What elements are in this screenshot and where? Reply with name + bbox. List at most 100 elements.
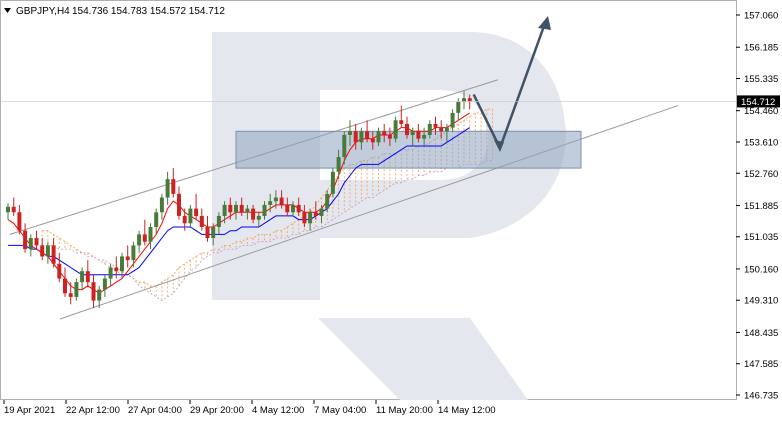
candle-body [353, 131, 358, 143]
candle [262, 201, 267, 220]
candle-body [319, 208, 324, 216]
kijun-line [8, 127, 470, 276]
candle-body [382, 131, 387, 135]
candle-body [108, 267, 113, 279]
candle [285, 197, 290, 216]
candle-body [57, 263, 62, 279]
y-tick-label: 157.060 [744, 11, 778, 22]
candle-body [228, 204, 233, 213]
candle [216, 212, 221, 235]
candle [74, 278, 79, 301]
candle [194, 193, 199, 220]
candle [353, 123, 358, 150]
candle [63, 267, 67, 297]
candle-body [308, 212, 313, 224]
candle [142, 219, 147, 246]
candle-body [348, 131, 352, 135]
candle-body [199, 215, 204, 227]
candle [17, 204, 22, 235]
candle-body [137, 234, 142, 246]
up-arrow-shaft [498, 25, 546, 149]
candle-body [433, 123, 438, 128]
y-tick-label: 151.885 [744, 201, 778, 212]
candle-body [467, 98, 472, 102]
candle-body [40, 245, 45, 257]
candle [456, 98, 461, 121]
candle [296, 197, 301, 216]
candle [177, 186, 181, 220]
candle [228, 197, 233, 220]
candle-body [63, 278, 67, 294]
candle-body [194, 208, 199, 216]
candle-body [313, 212, 318, 216]
candle-body [456, 101, 461, 113]
candle [325, 190, 330, 213]
candle [211, 223, 216, 246]
candle-body [148, 226, 153, 242]
candle [291, 201, 295, 216]
candle [188, 204, 193, 227]
candle [256, 212, 261, 227]
candle-body [410, 131, 415, 135]
candle [131, 241, 136, 268]
candle [410, 127, 415, 147]
candle [108, 263, 113, 286]
candle-body [131, 245, 136, 261]
candle-body [399, 120, 404, 124]
candle [182, 208, 187, 231]
candle-body [422, 134, 427, 139]
x-tick-label: 7 May 04:00 [314, 405, 366, 416]
y-tick-label: 150.160 [744, 264, 778, 275]
candle [330, 168, 335, 198]
candle [268, 193, 273, 213]
candle [382, 123, 387, 143]
x-tick-label: 14 May 12:00 [438, 405, 496, 416]
candle-body [28, 238, 33, 250]
candle-body [325, 193, 330, 209]
candle-body [177, 193, 181, 216]
candle-body [273, 197, 278, 202]
candle-body [171, 179, 176, 194]
candle-body [74, 282, 79, 297]
candle [40, 238, 45, 261]
support-zone [235, 130, 582, 169]
candle [80, 267, 85, 290]
candle [439, 120, 444, 139]
support-zone-rect [235, 130, 582, 169]
symbol-label: GBPJPY,H4 [16, 6, 70, 17]
x-tick-label: 29 Apr 20:00 [190, 405, 244, 416]
x-tick-label: 27 Apr 04:00 [128, 405, 182, 416]
candle-body [359, 131, 364, 143]
candle-body [444, 127, 449, 132]
candle [125, 245, 130, 268]
candle-body [234, 204, 238, 213]
candle-body [279, 197, 284, 205]
candle [239, 197, 244, 216]
candle [120, 252, 124, 279]
candle [205, 215, 210, 242]
candle-body [302, 212, 307, 224]
candle [114, 256, 119, 279]
current-price-label: 154.712 [741, 97, 775, 108]
candle-body [17, 212, 22, 231]
candle-body [342, 134, 347, 158]
candle [23, 223, 28, 253]
watermark-r-leg [318, 318, 528, 400]
triangle-down-icon[interactable] [4, 8, 11, 13]
candle [11, 197, 16, 216]
candle-body [211, 226, 216, 239]
candle-body [222, 204, 227, 216]
candle-body [97, 289, 102, 301]
candle-body [330, 171, 335, 194]
candle-body [251, 208, 256, 220]
candle [159, 193, 164, 220]
candle-body [154, 212, 159, 227]
candle [102, 274, 107, 297]
time-axis: 19 Apr 2021 22 Apr 12:00 27 Apr 04:00 29 Ap… [3, 400, 496, 416]
candle [370, 131, 375, 150]
candle [199, 208, 204, 231]
down-arrow-shaft [472, 93, 502, 149]
candle [365, 120, 370, 143]
candle [51, 238, 56, 268]
